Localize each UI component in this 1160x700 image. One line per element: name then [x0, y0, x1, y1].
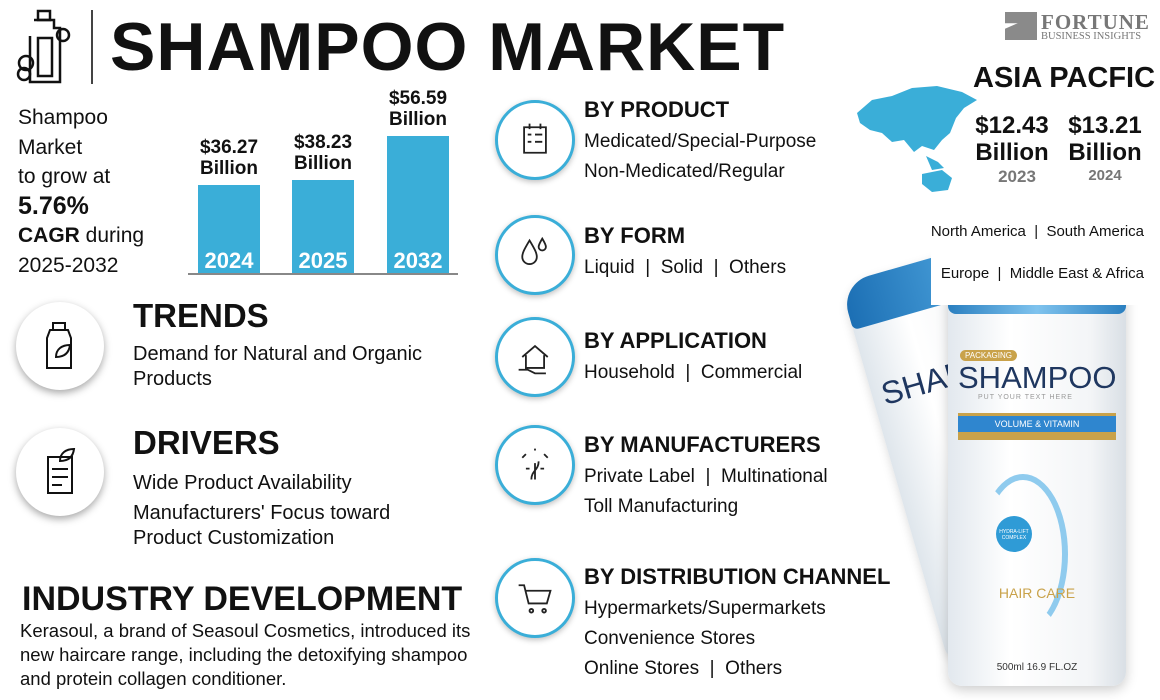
driver-item: Manufacturers' Focus toward Product Cust…	[133, 502, 391, 549]
segment-title: BY PRODUCT	[584, 97, 730, 122]
intro-line: Shampoo	[18, 106, 108, 129]
bottle-badge: HYDRA-LIFT COMPLEX	[996, 516, 1032, 552]
bar-2025	[292, 180, 354, 273]
hair-follicle-icon	[521, 448, 549, 480]
bar-value-label: $56.59 Billion	[368, 88, 468, 130]
bar-value: $38.23	[293, 132, 353, 154]
segment-title: BY FORM	[584, 223, 686, 248]
trends-text: Demand for Natural and Organic Products	[133, 343, 423, 390]
page-title: SHAMPOO MARKET	[110, 9, 786, 85]
fortune-logo: FORTUNE BUSINESS INSIGHTS	[1005, 10, 1149, 44]
region-amount: $13.21	[1068, 112, 1142, 139]
intro-line: during	[79, 224, 145, 247]
segment-by-product: BY PRODUCT Medicated/Special-Purpose Non-M…	[584, 97, 816, 187]
other-regions-line: Europe | Middle East & Africa	[940, 265, 1144, 282]
bottle-care: HAIR CARE	[998, 585, 1076, 601]
other-regions-line: North America | South America	[930, 223, 1144, 240]
bottle-volume: 500ml 16.9 FL.OZ	[996, 662, 1078, 673]
intro-line: to grow at	[18, 165, 111, 188]
bottle-band: VOLUME & VITAMIN	[958, 413, 1116, 440]
bar-value: $36.27	[199, 137, 259, 159]
bar-year-label: 2024	[204, 248, 254, 273]
bottle-tag: PACKAGING	[960, 350, 1017, 361]
bar-unit: Billion	[199, 158, 259, 180]
region-title: ASIA PACFIC	[973, 62, 1156, 94]
other-regions: North America | South America Europe | M…	[930, 200, 1144, 305]
bar-value-label: $36.27 Billion	[179, 137, 279, 179]
bar-unit: Billion	[293, 153, 353, 175]
header-divider	[91, 10, 93, 84]
chart-axis	[188, 273, 458, 275]
region-value-2024: $13.21 Billion 2024	[1062, 112, 1148, 186]
region-year: 2023	[998, 167, 1036, 186]
product-leaf-icon	[47, 447, 76, 494]
logo-subtext: BUSINESS INSIGHTS	[1041, 31, 1142, 42]
region-value-2023: $12.43 Billion 2023	[968, 112, 1056, 188]
segment-item: Toll Manufacturing	[584, 496, 739, 517]
segment-item: Liquid | Solid | Others	[584, 257, 787, 278]
segment-title: BY DISTRIBUTION CHANNEL	[584, 564, 891, 589]
segment-title: BY APPLICATION	[584, 328, 767, 353]
segment-item: Online Stores | Others	[584, 658, 783, 679]
cart-icon	[518, 584, 552, 614]
bottle-subtext: PUT YOUR TEXT HERE	[978, 394, 1073, 401]
segment-item: Non-Medicated/Regular	[584, 161, 785, 182]
segment-item: Private Label | Multinational	[584, 466, 828, 487]
bar-2032	[387, 136, 449, 273]
region-unit: Billion	[1068, 139, 1142, 166]
droplets-icon	[521, 236, 547, 265]
industry-text: Kerasoul, a brand of Seasoul Cosmetics, …	[20, 620, 471, 689]
bottle-brand: SHAMPOO	[958, 360, 1117, 395]
growth-summary: Shampoo Market to grow at 5.76% CAGR dur…	[18, 103, 144, 280]
drivers-title: DRIVERS	[133, 424, 280, 461]
cagr-value: 5.76%	[18, 191, 89, 220]
checklist-circle	[495, 100, 575, 180]
checklist-icon	[523, 123, 547, 154]
bottle-wave	[978, 474, 1068, 634]
bar-2024	[198, 185, 260, 273]
segment-by-manufacturers: BY MANUFACTURERS Private Label | Multinat…	[584, 432, 828, 522]
segment-title: BY MANUFACTURERS	[584, 432, 821, 457]
segment-item: Household | Commercial	[584, 362, 803, 383]
bar-value-label: $38.23 Billion	[273, 132, 373, 174]
shampoo-bottle-front: PACKAGING SHAMPOO PUT YOUR TEXT HERE VOL…	[948, 254, 1126, 686]
bar-year-label: 2032	[393, 248, 443, 273]
droplets-circle	[495, 215, 575, 295]
home-hand-icon	[518, 344, 549, 375]
segment-by-distribution-channel: BY DISTRIBUTION CHANNEL Hypermarkets/Supe…	[584, 564, 890, 684]
region-year: 2024	[1088, 167, 1122, 184]
segment-item: Hypermarkets/Supermarkets	[584, 598, 826, 619]
segment-item: Convenience Stores	[584, 628, 756, 649]
bar-value: $56.59	[388, 88, 448, 109]
trends-icon-circle	[16, 302, 104, 390]
region-amount: $12.43	[975, 112, 1049, 139]
logo-text: FORTUNE	[1041, 10, 1150, 34]
asia-pacific-map	[852, 78, 980, 203]
trends-title: TRENDS	[133, 297, 269, 334]
cart-circle	[495, 558, 575, 638]
segment-by-form: BY FORM Liquid | Solid | Others	[584, 223, 786, 283]
hair-follicle-circle	[495, 425, 575, 505]
driver-item: Wide Product Availability	[133, 472, 352, 494]
bar-unit: Billion	[388, 109, 448, 130]
industry-title: INDUSTRY DEVELOPMENT	[22, 580, 463, 618]
home-hand-circle	[495, 317, 575, 397]
logo-mark-icon	[1005, 12, 1037, 40]
organic-bottle-icon	[46, 322, 72, 369]
forecast-period: 2025-2032	[18, 253, 119, 277]
shampoo-bottle-icon	[10, 8, 80, 86]
segment-item: Medicated/Special-Purpose	[584, 131, 817, 152]
bar-year-label: 2025	[298, 248, 348, 273]
cagr-label: CAGR	[18, 224, 80, 247]
region-unit: Billion	[975, 139, 1049, 166]
intro-line: Market	[18, 135, 83, 159]
segment-by-application: BY APPLICATION Household | Commercial	[584, 328, 802, 388]
drivers-icon-circle	[16, 428, 104, 516]
